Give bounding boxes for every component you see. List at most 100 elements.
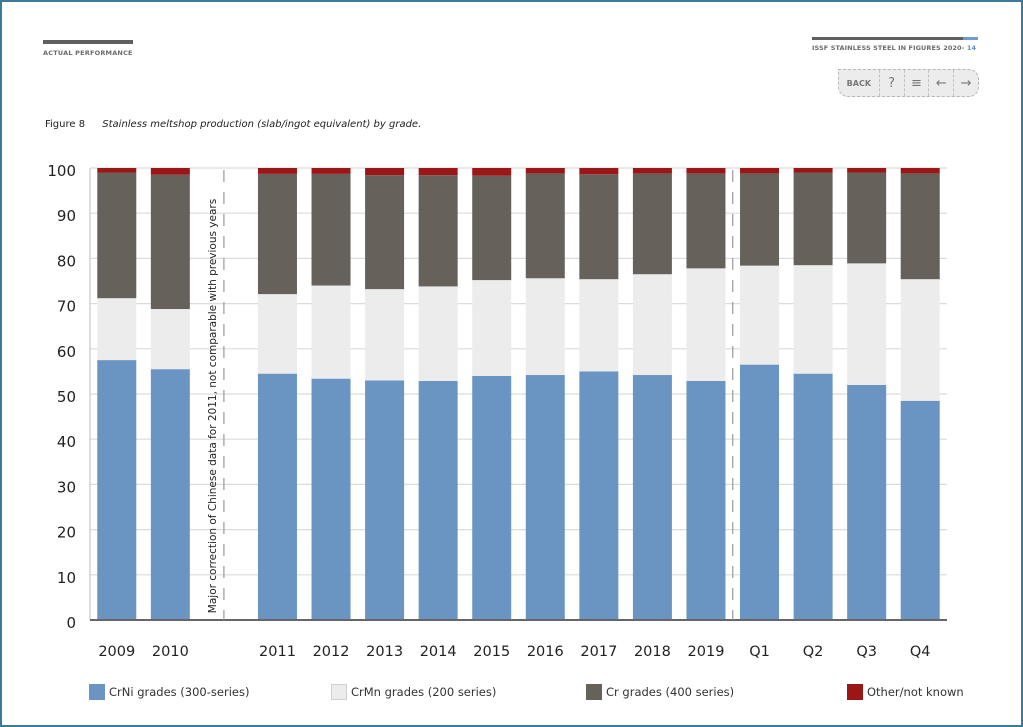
bar-2014-crmn [418, 286, 458, 381]
bar-2017-cr [579, 174, 619, 280]
help-icon[interactable]: ? [880, 70, 905, 96]
y-tick-label-70: 70 [57, 298, 76, 316]
legend-swatch-cr [586, 684, 602, 700]
bar-2017-other [579, 168, 619, 175]
legend-label-other: Other/not known [867, 685, 964, 699]
x-tick-label-2009: 2009 [98, 644, 135, 660]
y-tick-label-90: 90 [57, 207, 76, 225]
legend-item-cr: Cr grades (400 series) [586, 684, 734, 700]
y-tick-label-30: 30 [57, 478, 76, 496]
x-tick-label-Q3: Q3 [856, 644, 877, 660]
x-tick-label-2012: 2012 [313, 644, 350, 660]
y-tick-label-40: 40 [57, 433, 76, 451]
bar-2018-crni [632, 375, 672, 620]
bar-Q3-other [847, 168, 887, 173]
publication-title: ISSF STAINLESS STEEL IN FIGURES 2020- [812, 44, 965, 52]
bar-2011-crni [257, 373, 297, 620]
x-tick-label-2014: 2014 [420, 644, 457, 660]
bar-2011-other [257, 168, 297, 174]
x-tick-label-2013: 2013 [366, 644, 403, 660]
bar-2010-other [150, 168, 190, 175]
legend-swatch-crni [89, 684, 105, 700]
bar-2010-cr [150, 174, 190, 310]
bar-2009-crmn [97, 298, 137, 361]
legend-swatch-crmn [331, 684, 347, 700]
bar-2018-crmn [632, 274, 672, 376]
bar-2015-crni [472, 375, 512, 620]
bar-2009-other [97, 168, 137, 173]
x-tick-label-2015: 2015 [473, 644, 510, 660]
bar-Q3-crni [847, 384, 887, 620]
bar-Q4-crni [900, 400, 940, 620]
bar-2016-crmn [525, 278, 565, 376]
x-tick-label-Q2: Q2 [803, 644, 824, 660]
bar-2011-crmn [257, 294, 297, 374]
arrow-right-icon[interactable]: → [960, 75, 972, 91]
menu-icon[interactable]: ≡ [905, 70, 930, 96]
y-tick-label-100: 100 [47, 162, 76, 180]
legend-item-crni: CrNi grades (300-series) [89, 684, 249, 700]
bar-2012-crmn [311, 285, 351, 379]
back-button[interactable]: BACK [839, 70, 880, 96]
bar-2019-crni [686, 380, 726, 620]
section-label: ACTUAL PERFORMANCE [43, 49, 133, 57]
y-tick-label-20: 20 [57, 524, 76, 542]
bar-Q1-crni [740, 364, 780, 620]
annotation-chinese-data-correction: Major correction of Chinese data for 201… [207, 199, 219, 613]
publication-rule [812, 37, 963, 40]
x-tick-label-2018: 2018 [634, 644, 671, 660]
bar-2014-crni [418, 380, 458, 620]
bar-2019-crmn [686, 268, 726, 381]
y-tick-label-0: 0 [66, 614, 76, 632]
y-tick-label-10: 10 [57, 569, 76, 587]
x-tick-label-2011: 2011 [259, 644, 296, 660]
bar-Q1-cr [740, 173, 780, 266]
bar-2012-other [311, 168, 351, 174]
bar-Q1-crmn [740, 265, 780, 365]
legend-label-crni: CrNi grades (300-series) [109, 685, 250, 699]
bar-Q4-cr [900, 173, 940, 280]
bar-2013-crni [365, 380, 405, 620]
legend-item-other: Other/not known [847, 684, 964, 700]
bar-2018-other [632, 168, 672, 174]
section-rule [43, 40, 133, 44]
bar-2015-other [472, 168, 512, 176]
bar-2014-other [418, 168, 458, 176]
bar-2015-cr [472, 175, 512, 281]
x-tick-label-Q4: Q4 [910, 644, 931, 660]
page-number: 14 [966, 44, 977, 52]
bar-2019-other [686, 168, 726, 174]
bar-2012-crni [311, 378, 351, 620]
x-tick-label-2019: 2019 [688, 644, 725, 660]
bar-2019-cr [686, 173, 726, 269]
bar-2017-crni [579, 371, 619, 620]
x-tick-label-Q1: Q1 [749, 644, 770, 660]
bar-2016-crni [525, 375, 565, 620]
bar-2009-crni [97, 360, 137, 620]
bar-2013-crmn [365, 289, 405, 381]
bar-Q4-crmn [900, 279, 940, 401]
bar-2018-cr [632, 173, 672, 275]
bar-2011-cr [257, 173, 297, 295]
bar-2010-crmn [150, 309, 190, 370]
legend-swatch-other [847, 684, 863, 700]
bar-Q2-crni [793, 373, 833, 620]
legend-label-cr: Cr grades (400 series) [606, 685, 735, 699]
x-tick-label-2016: 2016 [527, 644, 564, 660]
y-tick-label-80: 80 [57, 252, 76, 270]
arrow-left-icon[interactable]: ← [929, 70, 955, 96]
bar-2013-other [365, 168, 405, 176]
bar-Q2-cr [793, 172, 833, 266]
y-tick-label-50: 50 [57, 388, 76, 406]
bar-2014-cr [418, 175, 458, 287]
bar-2012-cr [311, 173, 351, 286]
publication-rule-accent [963, 37, 978, 40]
publication-header: ISSF STAINLESS STEEL IN FIGURES 2020- 14 [812, 44, 976, 52]
bar-Q4-other [900, 168, 940, 174]
bar-2017-crmn [579, 279, 619, 372]
bar-Q2-other [793, 168, 833, 173]
bar-Q3-crmn [847, 263, 887, 385]
navigation-bar: BACK ? ≡ ← → [838, 69, 979, 97]
bar-2016-cr [525, 173, 565, 279]
